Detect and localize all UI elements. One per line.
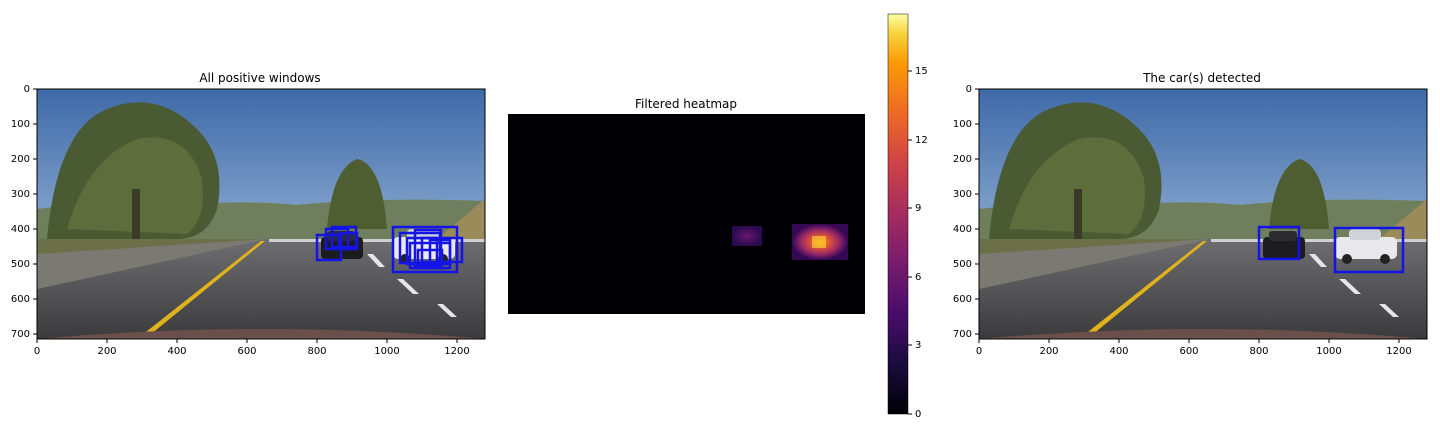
svg-text:800: 800 <box>1249 346 1268 357</box>
panel-2-title: Filtered heatmap <box>635 97 737 111</box>
svg-text:0: 0 <box>24 84 30 95</box>
panel-3-x-ticks: 0 200 400 600 800 1000 1200 <box>976 339 1412 357</box>
svg-text:200: 200 <box>1039 346 1058 357</box>
svg-text:1200: 1200 <box>444 346 469 357</box>
colorbar <box>888 14 908 414</box>
svg-text:500: 500 <box>11 259 30 270</box>
road-scene-image <box>979 89 1427 339</box>
heatmap-hotspots <box>732 224 848 260</box>
svg-text:1000: 1000 <box>1316 346 1341 357</box>
svg-text:600: 600 <box>953 294 972 305</box>
svg-text:600: 600 <box>11 294 30 305</box>
panel-1-y-ticks: 0 100 200 300 400 500 600 700 <box>11 84 37 340</box>
svg-text:400: 400 <box>167 346 186 357</box>
svg-text:0: 0 <box>34 346 40 357</box>
svg-text:1200: 1200 <box>1386 346 1411 357</box>
svg-text:600: 600 <box>237 346 256 357</box>
svg-text:12: 12 <box>915 135 928 146</box>
detected-car-box <box>1333 226 1405 274</box>
svg-text:6: 6 <box>915 272 921 283</box>
panel-cars-detected: The car(s) detected 0 200 400 600 800 10… <box>953 71 1428 357</box>
panel-all-positive-windows: All positive windows 0 200 400 600 800 1… <box>11 71 486 357</box>
svg-text:100: 100 <box>953 119 972 130</box>
detected-car-boxes <box>1257 225 1405 274</box>
svg-text:300: 300 <box>11 189 30 200</box>
svg-text:100: 100 <box>11 119 30 130</box>
svg-text:800: 800 <box>307 346 326 357</box>
panel-1-x-ticks: 0 200 400 600 800 1000 1200 <box>34 339 470 357</box>
svg-text:0: 0 <box>976 346 982 357</box>
panel-1-title: All positive windows <box>199 71 320 85</box>
svg-text:200: 200 <box>97 346 116 357</box>
svg-text:400: 400 <box>1109 346 1128 357</box>
svg-text:400: 400 <box>953 224 972 235</box>
svg-text:15: 15 <box>915 66 928 77</box>
svg-text:700: 700 <box>953 329 972 340</box>
svg-text:200: 200 <box>953 154 972 165</box>
svg-text:9: 9 <box>915 203 921 214</box>
svg-text:3: 3 <box>915 340 921 351</box>
svg-text:0: 0 <box>966 84 972 95</box>
svg-text:700: 700 <box>11 329 30 340</box>
svg-text:600: 600 <box>1179 346 1198 357</box>
svg-text:300: 300 <box>953 189 972 200</box>
svg-text:0: 0 <box>915 409 921 420</box>
svg-text:200: 200 <box>11 154 30 165</box>
svg-text:1000: 1000 <box>374 346 399 357</box>
svg-text:500: 500 <box>953 259 972 270</box>
heatmap-blob-small <box>732 226 762 246</box>
detected-car-box <box>1257 225 1301 261</box>
colorbar-ticks: 0 3 6 9 12 15 <box>908 66 928 420</box>
svg-text:400: 400 <box>11 224 30 235</box>
road-scene-image <box>37 89 485 339</box>
heatmap-image <box>508 114 865 314</box>
panel-filtered-heatmap: Filtered heatmap 0 3 6 9 12 15 <box>508 13 928 420</box>
positive-windows-boxes <box>315 225 464 274</box>
panel-3-title: The car(s) detected <box>1142 71 1261 85</box>
panel-3-y-ticks: 0 100 200 300 400 500 600 700 <box>953 84 979 340</box>
